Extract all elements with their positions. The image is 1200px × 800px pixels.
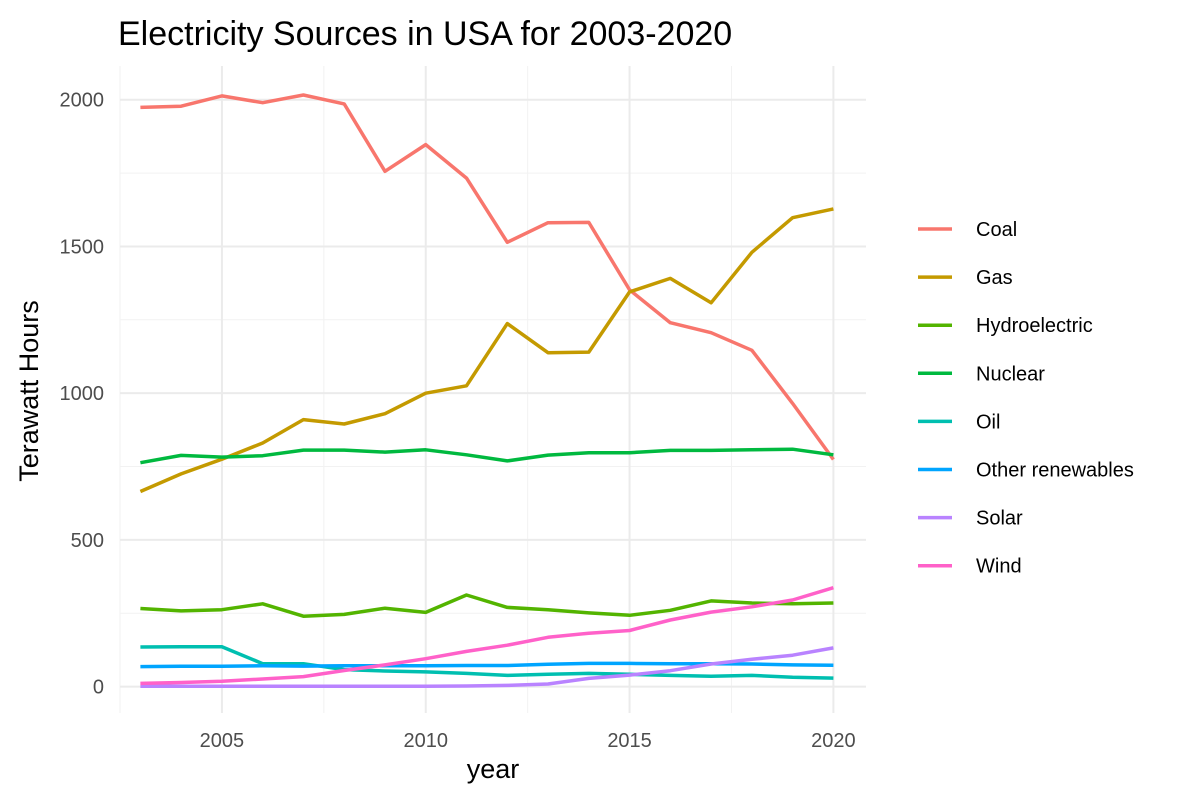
y-tick-label: 0 bbox=[93, 677, 104, 699]
plot-grid bbox=[119, 66, 866, 713]
series-line-coal bbox=[140, 93, 835, 461]
y-tick-label: 500 bbox=[71, 530, 104, 552]
y-tick-label: 1500 bbox=[60, 236, 105, 258]
x-tick-label: 2005 bbox=[200, 730, 245, 752]
series-line-solar bbox=[140, 646, 834, 689]
series-line-oil bbox=[140, 644, 834, 680]
legend: Coal Gas Hydroelectric Nuclear Oil Other rene… bbox=[918, 219, 1134, 578]
x-tick-label: 2015 bbox=[607, 730, 652, 752]
legend-label-wind: Wind bbox=[976, 556, 1022, 578]
legend-label-oil: Oil bbox=[976, 411, 1000, 433]
y-axis-title: Terawatt Hours bbox=[14, 300, 44, 482]
legend-label-other-renewables: Other renewables bbox=[976, 460, 1134, 482]
legend-label-solar: Solar bbox=[976, 508, 1023, 530]
x-axis-title: year bbox=[467, 754, 520, 784]
series-line-hydroelectric bbox=[140, 593, 834, 618]
plot-series bbox=[139, 93, 835, 689]
series-line-gas bbox=[139, 207, 834, 494]
series-line-other-renewables bbox=[140, 661, 834, 669]
x-tick-label: 2020 bbox=[811, 730, 856, 752]
legend-label-hydroelectric: Hydroelectric bbox=[976, 315, 1093, 337]
x-axis-ticks: 2005 2010 2015 2020 bbox=[200, 730, 856, 752]
legend-label-gas: Gas bbox=[976, 267, 1013, 289]
legend-label-nuclear: Nuclear bbox=[976, 363, 1045, 385]
y-tick-label: 1000 bbox=[60, 383, 105, 405]
series-line-wind bbox=[140, 586, 834, 686]
y-axis-ticks: 0 500 1000 1500 2000 bbox=[60, 90, 105, 699]
series-line-nuclear bbox=[140, 447, 834, 465]
y-tick-label: 2000 bbox=[60, 90, 105, 112]
x-tick-label: 2010 bbox=[403, 730, 448, 752]
chart-title: Electricity Sources in USA for 2003-2020 bbox=[118, 15, 732, 53]
legend-label-coal: Coal bbox=[976, 219, 1017, 241]
